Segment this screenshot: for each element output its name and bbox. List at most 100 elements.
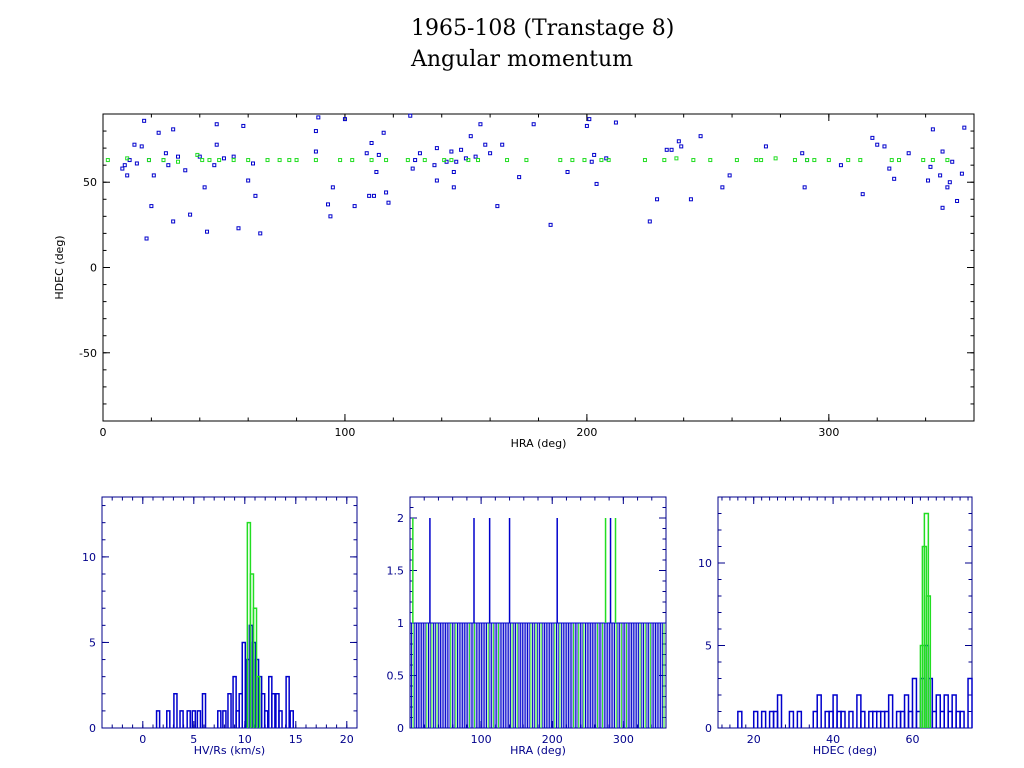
scatter-point (313, 158, 318, 163)
scatter-point (369, 140, 374, 145)
scatter-point (166, 163, 171, 168)
scatter-point (451, 185, 456, 190)
scatter-point (384, 158, 389, 163)
scatter-point (488, 151, 493, 156)
scatter-point (132, 142, 137, 147)
scatter-point (313, 129, 318, 134)
scatter-point (773, 156, 778, 161)
hist-bar (217, 710, 222, 728)
scatter-point (316, 115, 321, 120)
scatter-point (892, 176, 897, 181)
scatter-point (691, 158, 696, 163)
hist-bar (737, 710, 743, 728)
y-tick-label: 0 (90, 262, 97, 275)
scatter-point (582, 158, 587, 163)
hist-bar (179, 710, 184, 728)
scatter-point (217, 158, 222, 163)
scatter-point (176, 159, 181, 164)
scatter-point (959, 171, 964, 176)
scatter-point (468, 134, 473, 139)
x-tick-label: 300 (818, 426, 839, 439)
x-tick-label: 0 (100, 426, 107, 439)
y-tick-label: 2 (397, 512, 404, 525)
scatter-point (679, 144, 684, 149)
scatter-point (754, 158, 759, 163)
scatter-point (212, 163, 217, 168)
scatter-point (330, 185, 335, 190)
y-tick-label: 1.5 (387, 565, 405, 578)
hist-bar (166, 710, 171, 728)
scatter-point (698, 134, 703, 139)
scatter-point (459, 147, 464, 152)
scatter-point (434, 146, 439, 151)
scatter-point (405, 158, 410, 163)
y-tick-label: 0.5 (387, 670, 405, 683)
y-tick-label: 5 (89, 636, 96, 649)
scatter-point (367, 193, 372, 198)
hist-bar (840, 710, 846, 728)
scatter-point (125, 173, 130, 178)
x-tick-label: 200 (542, 733, 563, 746)
scatter-point (122, 163, 127, 168)
scatter-point (246, 178, 251, 183)
hist-bar (252, 607, 258, 728)
scatter-point (505, 158, 510, 163)
scatter-point (451, 169, 456, 174)
scatter-point (483, 142, 488, 147)
y-tick-label: -50 (79, 347, 97, 360)
scatter-point (870, 135, 875, 140)
hist-bar (776, 694, 783, 728)
y-tick-label: 0 (397, 722, 404, 735)
scatter-point (151, 173, 156, 178)
scatter-point (161, 158, 166, 163)
scatter-point (565, 169, 570, 174)
scatter-point (517, 175, 522, 180)
hist-bar (232, 675, 237, 728)
scatter-point (195, 152, 200, 157)
scatter-point (587, 117, 592, 122)
hist-bar (278, 710, 283, 728)
scatter-point (763, 144, 768, 149)
y-tick-label: 1 (397, 617, 404, 630)
scatter-point (156, 130, 161, 135)
scatter-point (442, 158, 447, 163)
scatter-point (352, 204, 357, 209)
scatter-point (727, 173, 732, 178)
hist-bar (760, 710, 767, 728)
x-tick-label: 40 (826, 733, 840, 746)
scatter-point (188, 212, 193, 217)
scatter-point (253, 193, 258, 198)
plot-frame (101, 496, 358, 729)
hist-bar (887, 694, 894, 728)
scatter-point (200, 158, 205, 163)
scatter-point (838, 163, 843, 168)
scatter-point (524, 158, 529, 163)
scatter-point (134, 161, 139, 166)
x-tick-label: 10 (238, 733, 252, 746)
chart-title: 1965-108 (Transtage 8) (411, 16, 675, 41)
scatter-point (214, 142, 219, 147)
hist-bar (186, 710, 191, 728)
scatter-point (176, 154, 181, 159)
x-tick-label: 0 (139, 733, 146, 746)
scatter-point (449, 149, 454, 154)
scatter-point (940, 205, 945, 210)
scatter-point (930, 158, 935, 163)
chart-subtitle: Angular momentum (411, 47, 633, 72)
scatter-point (374, 169, 379, 174)
scatter-point (476, 158, 481, 163)
scatter-point (202, 185, 207, 190)
scatter-point (599, 158, 604, 163)
scatter-point (125, 156, 130, 161)
x-axis-label: HDEC (deg) (813, 744, 877, 757)
scatter-point (146, 158, 151, 163)
scatter-point (120, 166, 125, 171)
scatter-point (647, 219, 652, 224)
scatter-point (495, 204, 500, 209)
scatter-point (422, 158, 427, 163)
y-tick-label: 10 (698, 557, 712, 570)
scatter-point (734, 158, 739, 163)
scatter-point (858, 158, 863, 163)
